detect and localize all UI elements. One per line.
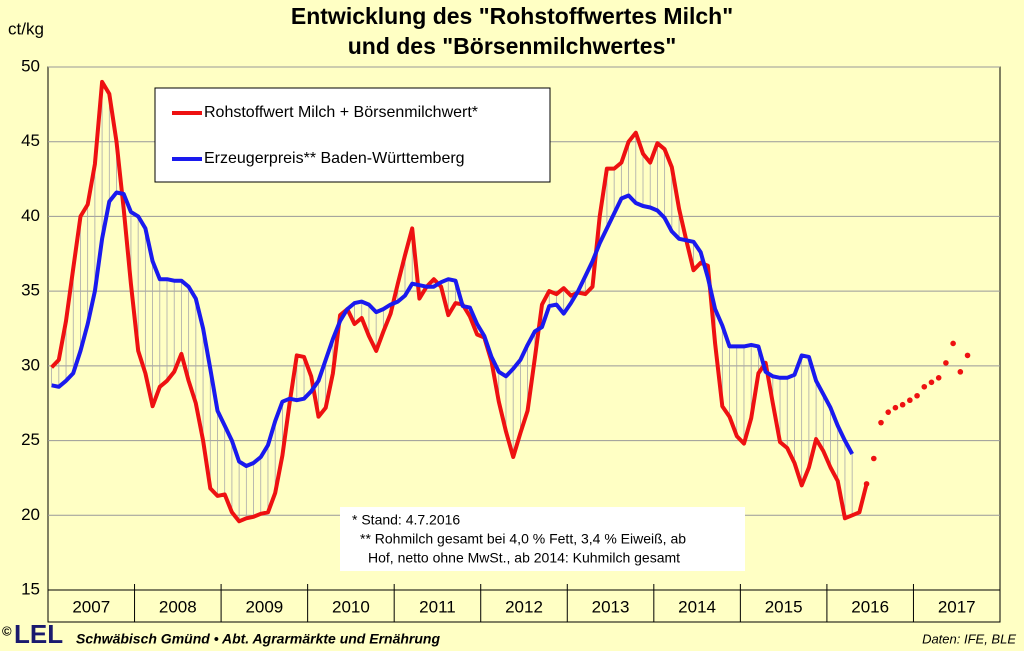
forecast-dot bbox=[870, 455, 877, 462]
note: * Stand: 4.7.2016 bbox=[352, 512, 460, 528]
note: Hof, netto ohne MwSt., ab 2014: Kuhmilch… bbox=[368, 550, 680, 566]
series-line bbox=[51, 190, 854, 468]
forecast-dot bbox=[964, 352, 971, 359]
y-tick-label: 50 bbox=[21, 56, 40, 75]
y-tick-label: 15 bbox=[21, 579, 40, 598]
forecast-dot bbox=[950, 340, 956, 347]
x-tick-label: 2007 bbox=[72, 597, 110, 616]
legend-label: Erzeugerpreis** Baden-Württemberg bbox=[204, 150, 465, 167]
forecast-dot bbox=[907, 397, 913, 404]
chart-title: Entwicklung des "Rohstoffwertes Milch" bbox=[291, 3, 733, 29]
legend-label: Rohstoffwert Milch + Börsenmilchwert* bbox=[204, 104, 478, 121]
y-tick-label: 25 bbox=[21, 430, 40, 449]
x-tick-label: 2016 bbox=[851, 597, 889, 616]
forecast-dot bbox=[921, 383, 928, 390]
forecast-dot bbox=[914, 392, 920, 399]
x-tick-label: 2017 bbox=[938, 597, 976, 616]
forecast-dot bbox=[899, 401, 906, 408]
chart-title: und des "Börsenmilchwertes" bbox=[348, 33, 677, 59]
y-axis-label: ct/kg bbox=[8, 19, 44, 38]
y-tick-label: 35 bbox=[21, 281, 40, 300]
y-tick-label: 45 bbox=[21, 131, 40, 150]
series-line bbox=[50, 79, 869, 524]
forecast-dot bbox=[878, 419, 884, 426]
y-tick-label: 40 bbox=[21, 206, 40, 225]
y-tick-label: 30 bbox=[21, 355, 40, 374]
x-tick-label: 2011 bbox=[419, 597, 456, 616]
forecast-dot bbox=[943, 360, 949, 366]
footer-org: Schwäbisch Gmünd • Abt. Agrarmärkte und … bbox=[76, 631, 440, 647]
x-tick-label: 2014 bbox=[678, 597, 716, 616]
note: ** Rohmilch gesamt bei 4,0 % Fett, 3,4 %… bbox=[360, 531, 686, 547]
logo: LEL bbox=[14, 619, 63, 649]
forecast-dot bbox=[928, 379, 935, 386]
x-tick-label: 2009 bbox=[245, 597, 283, 616]
legend-box bbox=[154, 87, 551, 183]
forecast-dot bbox=[885, 409, 892, 415]
copyright: © bbox=[2, 623, 12, 638]
forecast-dot bbox=[957, 369, 964, 375]
y-tick-label: 20 bbox=[21, 505, 40, 524]
x-tick-label: 2008 bbox=[159, 597, 197, 616]
note-box bbox=[340, 507, 745, 571]
forecast-dot bbox=[935, 375, 942, 381]
footer-source: Daten: IFE, BLE bbox=[922, 631, 1016, 646]
x-tick-label: 2012 bbox=[505, 597, 543, 616]
forecast-dot bbox=[892, 404, 899, 411]
x-tick-label: 2015 bbox=[765, 597, 803, 616]
x-tick-label: 2010 bbox=[332, 597, 370, 616]
forecast-dot bbox=[863, 481, 870, 487]
x-tick-label: 2013 bbox=[592, 597, 630, 616]
